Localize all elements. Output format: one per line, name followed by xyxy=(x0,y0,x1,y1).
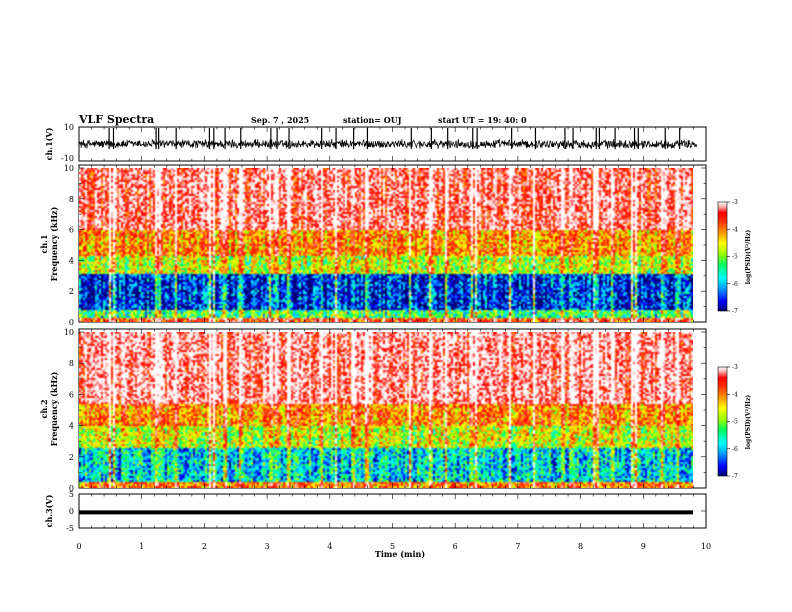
ch1-spectrogram-panel: 0 2 4 6 8 10 ch.1 Frequency (kHz) xyxy=(39,164,707,327)
cb-tick-label: -4 xyxy=(732,226,738,233)
spec2-ylabel-frequency: Frequency (kHz) xyxy=(49,371,59,446)
ch2-spectrogram-panel: 0 2 4 6 8 10 ch.2 Frequency (kHz) xyxy=(39,328,707,493)
time-tick-label: 4 xyxy=(327,542,332,551)
cb-tick-label: -3 xyxy=(732,364,738,371)
cb1-ticks: -3 -4 -5 -6 -7 xyxy=(727,199,738,315)
freq-tick-label: 2 xyxy=(69,453,74,462)
ch3-tick-label: -5 xyxy=(66,524,74,533)
cb-tick-label: -3 xyxy=(732,199,738,206)
time-tick-label: 6 xyxy=(453,542,458,551)
ch1-signal-line xyxy=(78,138,697,150)
ch3-tick-label: 5 xyxy=(69,490,74,499)
cb-tick-label: -4 xyxy=(732,391,738,398)
freq-tick-label: 6 xyxy=(69,390,74,399)
ch1-colorbar: -3 -4 -5 -6 -7 log(PSD)(V²/Hz) xyxy=(717,199,752,315)
spec2-ylabel-channel: ch.2 xyxy=(39,399,49,418)
spec1-ylabel-channel: ch.1 xyxy=(39,234,49,253)
time-tick-label: 10 xyxy=(701,542,711,551)
spec2-xticks xyxy=(78,329,707,488)
time-tick-label: 1 xyxy=(139,542,144,551)
time-tick-label: 8 xyxy=(578,542,583,551)
cb2-bar xyxy=(717,366,728,477)
spec1-ylabel-frequency: Frequency (kHz) xyxy=(49,206,59,281)
ch1-xticks xyxy=(78,127,707,161)
time-tick-label: 0 xyxy=(76,542,81,551)
freq-tick-label: 10 xyxy=(64,164,74,173)
time-tick-label: 3 xyxy=(265,542,270,551)
freq-tick-label: 6 xyxy=(69,226,74,235)
chart-title: VLF Spectra xyxy=(78,113,154,126)
ch3-waveform-panel: 50-5 ch.3(V) 0 1 2 3 4 5 6 7 8 9 10 Time (min) xyxy=(44,490,711,559)
cb-tick-label: -5 xyxy=(732,254,738,261)
ch1-waveform-panel: 10 -10 ch.1(V) xyxy=(44,123,707,163)
spec1-yticks: 0 2 4 6 8 10 xyxy=(64,164,706,327)
header-date: Sep. 7 , 2025 xyxy=(251,115,309,125)
freq-tick-label: 2 xyxy=(69,287,74,296)
freq-tick-label: 0 xyxy=(69,484,74,493)
freq-tick-label: 0 xyxy=(69,318,74,327)
time-axis-label: Time (min) xyxy=(375,549,425,559)
ch1-impulses xyxy=(108,128,681,150)
ch1-ylabel: ch.1(V) xyxy=(44,127,54,160)
cb-tick-label: -5 xyxy=(732,419,738,426)
ch3-yticks: 5 0 -5 xyxy=(66,490,706,533)
header-start-time: start UT = 19: 40: 0 xyxy=(438,115,527,125)
ch3-ylabel: ch.3(V) xyxy=(44,494,54,527)
cb2-label: log(PSD)(V²/Hz) xyxy=(745,395,752,450)
time-tick-label: 5 xyxy=(390,542,395,551)
cb-tick-label: -7 xyxy=(732,308,738,315)
spec2-yticks: 0 2 4 6 8 10 xyxy=(64,328,706,493)
time-tick-label: 2 xyxy=(202,542,207,551)
cb-tick-label: -6 xyxy=(732,446,738,453)
time-tick-label: 9 xyxy=(641,542,646,551)
header-station: station= OUJ xyxy=(343,115,402,125)
cb-tick-label: -7 xyxy=(732,473,738,480)
ch3-tick-label: 0 xyxy=(69,507,74,516)
freq-tick-label: 4 xyxy=(69,422,74,431)
freq-tick-label: 4 xyxy=(69,256,74,265)
freq-tick-label: 8 xyxy=(69,359,74,368)
cb1-label: log(PSD)(V²/Hz) xyxy=(745,230,752,285)
ch3-xticks xyxy=(78,494,707,528)
cb2-ticks: -3 -4 -5 -6 -7 xyxy=(727,364,738,480)
cb-tick-label: -6 xyxy=(732,281,738,288)
ch1-ytick-top: 10 xyxy=(64,123,74,132)
cb1-bar xyxy=(717,201,728,312)
spec1-heatmap xyxy=(79,168,693,322)
ch1-ytick-bottom: -10 xyxy=(61,154,74,163)
freq-tick-label: 8 xyxy=(69,195,74,204)
ch2-colorbar: -3 -4 -5 -6 -7 log(PSD)(V²/Hz) xyxy=(717,364,752,480)
time-tick-label: 7 xyxy=(515,542,520,551)
spec1-xticks xyxy=(78,165,707,322)
freq-tick-label: 10 xyxy=(64,328,74,337)
time-tick-labels: 0 1 2 3 4 5 6 7 8 9 10 xyxy=(76,542,711,551)
spec2-heatmap xyxy=(79,332,693,488)
